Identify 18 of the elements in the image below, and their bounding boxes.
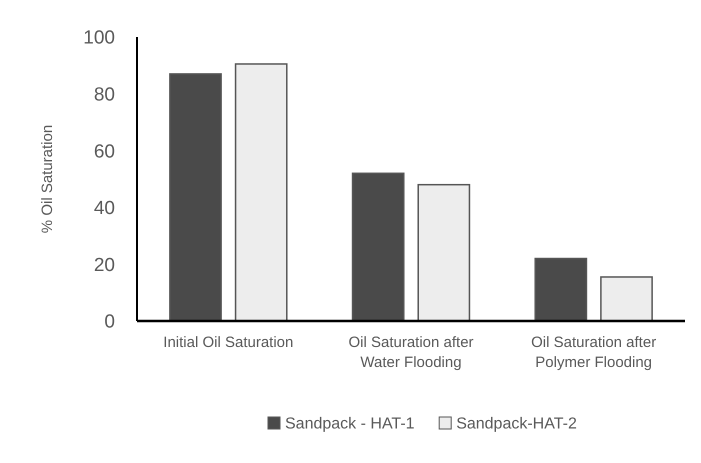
legend-label: Sandpack - HAT-1 xyxy=(285,416,415,433)
y-tick-label: 40 xyxy=(94,198,115,220)
x-tick-label: Oil Saturation after Polymer Flooding xyxy=(531,334,656,371)
bar xyxy=(417,184,470,322)
y-axis-title: % Oil Saturation xyxy=(39,124,56,234)
legend-label: Sandpack-HAT-2 xyxy=(456,416,577,433)
bar xyxy=(234,63,288,322)
x-tick-label: Initial Oil Saturation xyxy=(163,334,294,351)
y-tick-label: 0 xyxy=(104,312,115,333)
bar xyxy=(534,258,588,322)
y-tick-label: 80 xyxy=(94,84,115,106)
y-tick-label: 100 xyxy=(83,28,115,49)
x-tick-label: Oil Saturation after Water Flooding xyxy=(348,334,474,371)
bar xyxy=(600,276,653,322)
bar xyxy=(352,172,405,322)
bar xyxy=(169,73,222,322)
y-tick-label: 20 xyxy=(94,254,115,276)
y-tick-label: 60 xyxy=(94,141,115,162)
